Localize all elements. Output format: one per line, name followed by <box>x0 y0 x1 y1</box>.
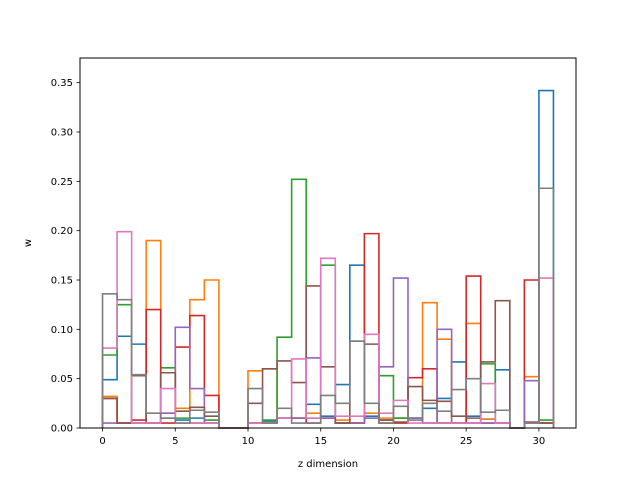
y-tick-label: 0.25 <box>51 177 73 188</box>
y-axis-ticks: 0.00 0.05 0.10 0.15 0.20 0.25 0.30 0.35 <box>51 78 80 435</box>
y-axis-label: w <box>23 239 34 247</box>
y-tick-label: 0.15 <box>51 276 73 287</box>
x-tick-label: 20 <box>387 436 400 447</box>
x-tick-label: 0 <box>99 436 105 447</box>
x-tick-label: 5 <box>172 436 178 447</box>
y-tick-label: 0.35 <box>51 78 73 89</box>
plot-frame <box>79 57 577 429</box>
y-tick-label: 0.20 <box>51 226 73 237</box>
x-tick-label: 30 <box>533 436 546 447</box>
x-tick-label: 25 <box>460 436 473 447</box>
y-tick-label: 0.10 <box>51 325 73 336</box>
series-layer <box>101 89 555 429</box>
x-tick-label: 10 <box>242 436 255 447</box>
x-axis-label: z dimension <box>298 459 358 470</box>
series-line-7 <box>101 230 555 429</box>
y-tick-label: 0.05 <box>51 374 73 385</box>
x-tick-label: 15 <box>314 436 327 447</box>
y-tick-label: 0.00 <box>51 424 73 435</box>
series-line-8 <box>101 187 555 429</box>
y-tick-label: 0.30 <box>51 128 73 139</box>
x-axis-ticks: 0 5 10 15 20 25 30 <box>99 428 545 447</box>
